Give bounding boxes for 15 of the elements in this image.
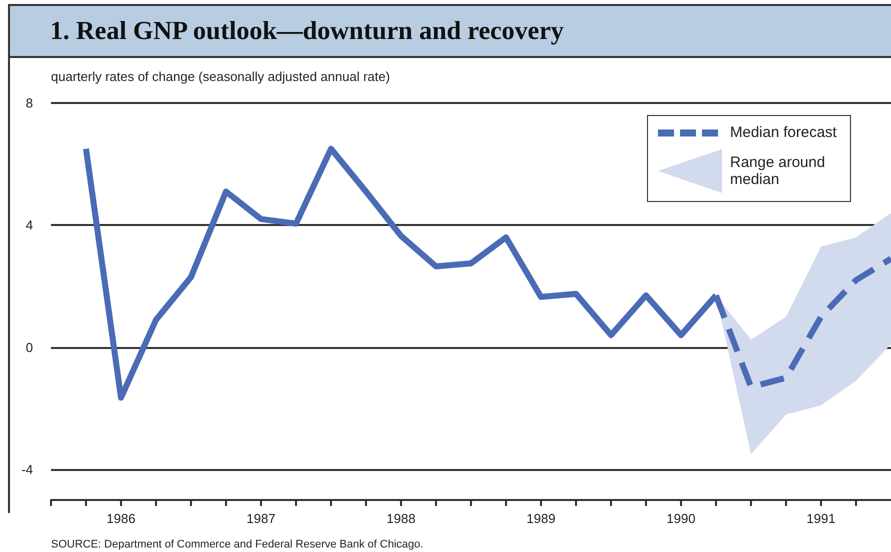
annotation: Range around median <box>730 154 826 188</box>
x-tick-label: 1986 <box>106 511 136 526</box>
x-tick-label: 1991 <box>806 511 836 526</box>
y-tick-label: 4 <box>26 218 33 233</box>
y-axis-title: quarterly rates of change (seasonally adjusted annual rate) <box>51 69 390 84</box>
y-tick-label: -4 <box>21 462 33 477</box>
chart-title: 1. Real GNP outlook—downturn and recovery <box>50 16 564 46</box>
legend-label: Median forecast <box>730 124 837 141</box>
y-tick-label: 0 <box>26 340 33 355</box>
x-tick-label: 1990 <box>666 511 696 526</box>
x-tick-label: 1989 <box>526 511 556 526</box>
y-tick-label: 8 <box>26 96 33 110</box>
source-note: SOURCE: Department of Commerce and Federal Reserve Bank of Chicago. <box>51 538 424 550</box>
x-tick-label: 1988 <box>386 511 416 526</box>
x-tick-label: 1987 <box>246 511 276 526</box>
